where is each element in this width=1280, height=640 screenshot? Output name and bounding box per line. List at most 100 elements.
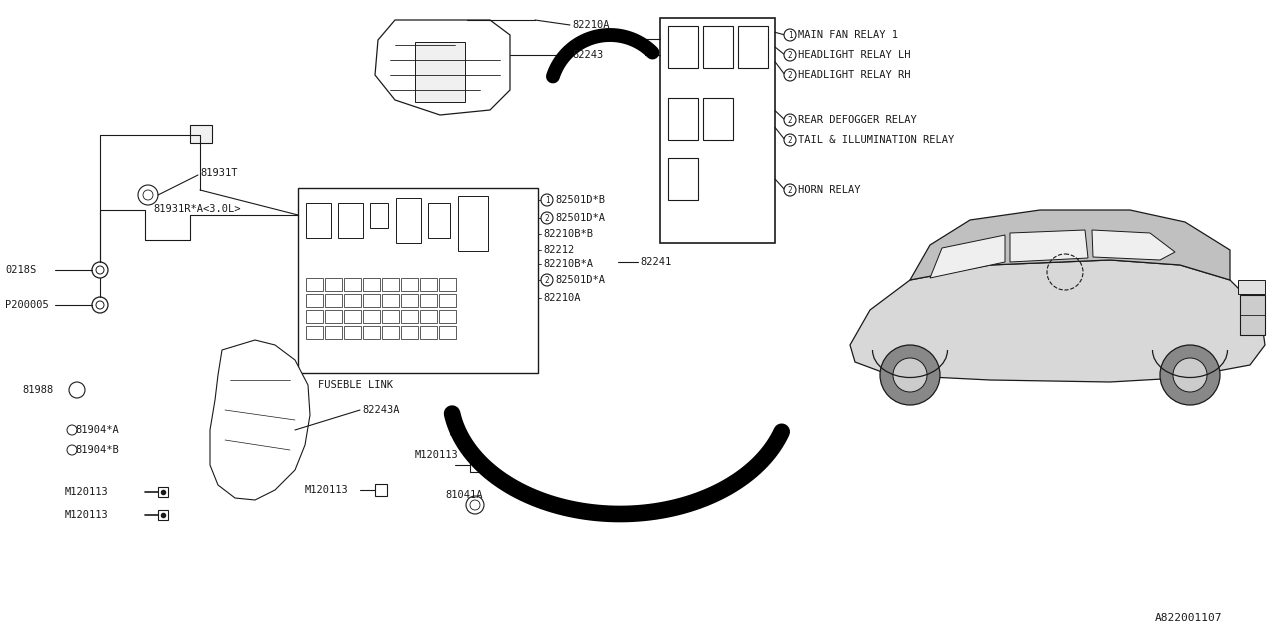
Text: HEADLIGHT RELAY LH: HEADLIGHT RELAY LH	[797, 50, 910, 60]
Circle shape	[541, 194, 553, 206]
Text: 82210B*A: 82210B*A	[543, 259, 593, 269]
Bar	[306, 310, 323, 323]
Bar	[739, 26, 768, 68]
Text: 2: 2	[787, 70, 792, 79]
Text: FUSEBLE LINK: FUSEBLE LINK	[317, 380, 393, 390]
Bar	[381, 278, 399, 291]
Circle shape	[785, 184, 796, 196]
Circle shape	[785, 69, 796, 81]
Text: REAR DEFOGGER RELAY: REAR DEFOGGER RELAY	[797, 115, 916, 125]
Circle shape	[541, 212, 553, 224]
Bar	[364, 310, 380, 323]
Bar	[420, 294, 436, 307]
Text: MAIN FAN RELAY 1: MAIN FAN RELAY 1	[797, 30, 899, 40]
Text: 81904*A: 81904*A	[76, 425, 119, 435]
Polygon shape	[1092, 230, 1175, 260]
Bar	[703, 26, 733, 68]
Text: 2: 2	[545, 275, 549, 285]
Circle shape	[785, 49, 796, 61]
Text: 1: 1	[787, 31, 792, 40]
Bar	[420, 310, 436, 323]
Text: M120113: M120113	[65, 487, 109, 497]
Bar	[306, 203, 332, 238]
Bar	[439, 294, 456, 307]
Bar	[306, 294, 323, 307]
Circle shape	[1172, 358, 1207, 392]
Text: 81904*B: 81904*B	[76, 445, 119, 455]
Text: 0218S: 0218S	[5, 265, 36, 275]
Bar	[364, 278, 380, 291]
Bar	[325, 310, 342, 323]
Bar	[428, 203, 451, 238]
Circle shape	[466, 496, 484, 514]
Bar	[1240, 295, 1265, 335]
Text: 82501D*A: 82501D*A	[556, 213, 605, 223]
Bar	[401, 294, 419, 307]
Bar	[157, 487, 168, 497]
Bar	[364, 326, 380, 339]
Circle shape	[92, 262, 108, 278]
Bar	[364, 294, 380, 307]
Bar	[668, 158, 698, 200]
Bar	[1238, 280, 1265, 294]
Text: M120113: M120113	[65, 510, 109, 520]
Polygon shape	[1010, 230, 1088, 262]
Text: HEADLIGHT RELAY RH: HEADLIGHT RELAY RH	[797, 70, 910, 80]
Circle shape	[1160, 345, 1220, 405]
Text: M120113: M120113	[305, 485, 348, 495]
Circle shape	[541, 274, 553, 286]
Bar	[306, 278, 323, 291]
Text: 2: 2	[787, 136, 792, 145]
Text: TAIL & ILLUMINATION RELAY: TAIL & ILLUMINATION RELAY	[797, 135, 955, 145]
Bar	[668, 98, 698, 140]
Bar	[668, 26, 698, 68]
Circle shape	[69, 382, 84, 398]
Bar	[344, 310, 361, 323]
Bar	[381, 326, 399, 339]
Text: 82212: 82212	[543, 245, 575, 255]
Bar	[401, 310, 419, 323]
Bar	[420, 278, 436, 291]
Bar	[189, 125, 212, 143]
Text: P200005: P200005	[5, 300, 49, 310]
Text: 82210A: 82210A	[543, 293, 581, 303]
Bar	[306, 326, 323, 339]
Bar	[401, 278, 419, 291]
Text: 82501D*A: 82501D*A	[556, 275, 605, 285]
Bar	[470, 458, 485, 472]
Text: 2: 2	[787, 115, 792, 125]
Bar	[370, 203, 388, 228]
Bar	[325, 278, 342, 291]
Text: 82501D*B: 82501D*B	[556, 195, 605, 205]
Bar	[325, 326, 342, 339]
Bar	[344, 326, 361, 339]
Text: 82210A: 82210A	[572, 20, 609, 30]
Bar	[439, 326, 456, 339]
Text: 82243A: 82243A	[362, 405, 399, 415]
Bar	[338, 203, 364, 238]
Circle shape	[92, 297, 108, 313]
Text: 1: 1	[545, 195, 549, 205]
Bar	[703, 98, 733, 140]
Bar	[660, 18, 774, 243]
Bar	[344, 294, 361, 307]
Bar	[375, 484, 387, 496]
Bar	[439, 310, 456, 323]
Polygon shape	[850, 260, 1265, 382]
Bar	[157, 510, 168, 520]
Bar	[298, 188, 538, 373]
Text: M120113: M120113	[415, 450, 458, 460]
Bar	[381, 310, 399, 323]
Text: 82210B*B: 82210B*B	[543, 229, 593, 239]
Text: 81988: 81988	[22, 385, 54, 395]
Circle shape	[785, 29, 796, 41]
Circle shape	[893, 358, 927, 392]
Circle shape	[138, 185, 157, 205]
Text: 82241: 82241	[640, 257, 671, 267]
Text: 81931T: 81931T	[200, 168, 238, 178]
Text: A822001107: A822001107	[1155, 613, 1222, 623]
Text: 82243: 82243	[572, 50, 603, 60]
Polygon shape	[210, 340, 310, 500]
Bar	[401, 326, 419, 339]
Bar	[344, 278, 361, 291]
